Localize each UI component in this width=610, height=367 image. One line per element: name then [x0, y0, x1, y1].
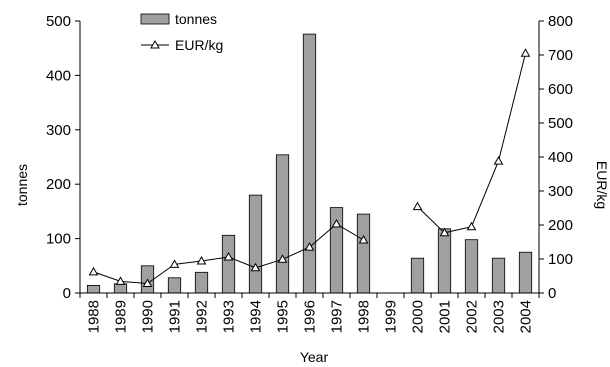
y-left-tick-label: 500 [46, 13, 71, 30]
x-tick-label-1992: 1992 [194, 300, 211, 333]
legend-swatch-tonnes [140, 13, 170, 25]
bar-2003 [491, 257, 506, 294]
bar-1988 [86, 284, 101, 294]
x-tick-label-2002: 2002 [464, 300, 481, 333]
eurkg-line-segment-1 [417, 53, 526, 234]
bar-2000 [410, 257, 425, 294]
x-tick-label-1997: 1997 [329, 300, 346, 333]
x-tick-label-1996: 1996 [302, 300, 319, 333]
x-tick-label-1999: 1999 [383, 300, 400, 333]
bar-1989 [113, 283, 128, 294]
y-right-tick-label: 500 [548, 115, 573, 132]
x-tick-label-1990: 1990 [140, 300, 157, 333]
y-right-tick-label: 800 [548, 13, 573, 30]
x-tick-label-1994: 1994 [248, 300, 265, 333]
y-right-tick-label: 200 [548, 217, 573, 234]
eurkg-point-1995 [277, 254, 288, 263]
x-tick-label-2001: 2001 [437, 300, 454, 333]
bar-1998 [356, 213, 371, 294]
bar-2001 [437, 228, 452, 294]
legend-marker-eurkg [150, 39, 160, 49]
eurkg-point-1990 [142, 278, 153, 287]
eurkg-point-2004 [520, 48, 531, 57]
y-axis-right-title: EUR/kg [594, 161, 610, 209]
x-tick-label-1988: 1988 [86, 300, 103, 333]
eurkg-point-1997 [331, 218, 342, 228]
eurkg-point-1994 [250, 262, 261, 272]
legend-label-eurkg: EUR/kg [175, 37, 223, 53]
bar-1996 [302, 33, 317, 294]
eurkg-point-1998 [358, 234, 369, 244]
y-left-tick-label: 400 [46, 67, 71, 84]
x-tick-label-2004: 2004 [518, 300, 535, 333]
y-right-tick-label: 300 [548, 183, 573, 200]
bar-2002 [464, 239, 479, 294]
x-axis-title: Year [300, 349, 329, 365]
x-tick-label-1989: 1989 [113, 300, 130, 333]
y-left-tick-label: 300 [46, 122, 71, 139]
x-tick-label-1998: 1998 [356, 300, 373, 333]
bar-1995 [275, 154, 290, 294]
x-tick-label-1993: 1993 [221, 300, 238, 333]
eurkg-point-1993 [223, 251, 234, 261]
y-right-tick-label: 700 [548, 47, 573, 64]
y-axis-left-title: tonnes [14, 164, 30, 206]
y-left-tick-label: 0 [63, 285, 71, 302]
eurkg-point-2000 [412, 201, 423, 211]
y-right-tick-label: 600 [548, 81, 573, 98]
y-left-tick-label: 200 [46, 176, 71, 193]
legend: tonnes EUR/kg [140, 11, 223, 53]
x-tick-label-2003: 2003 [491, 300, 508, 333]
eurkg-point-2001 [439, 227, 450, 237]
eurkg-point-1988 [88, 266, 99, 276]
line-group [88, 48, 531, 287]
bar-1991 [167, 277, 182, 294]
bar-1992 [194, 271, 209, 294]
bars-group [86, 33, 533, 294]
axes-group: 0 100 200 300 400 500 0 100 200 300 400 500 600 700 80… [46, 13, 573, 333]
y-left-tick-label: 100 [46, 231, 71, 248]
y-right-tick-label: 400 [548, 149, 573, 166]
bar-1993 [221, 234, 236, 294]
bar-1994 [248, 194, 263, 294]
eurkg-point-2002 [466, 221, 477, 231]
eurkg-point-1989 [115, 276, 126, 285]
eurkg-point-1991 [169, 259, 180, 268]
x-tick-label-1995: 1995 [275, 300, 292, 333]
x-tick-label-1991: 1991 [167, 300, 184, 333]
y-right-tick-label: 0 [548, 285, 556, 302]
eurkg-point-1996 [304, 242, 315, 251]
y-right-tick-label: 100 [548, 251, 573, 268]
legend-label-tonnes: tonnes [175, 11, 217, 27]
eurkg-point-2003 [493, 156, 504, 165]
eurkg-point-1992 [196, 255, 207, 265]
x-tick-label-2000: 2000 [410, 300, 427, 333]
bar-2004 [518, 251, 533, 294]
